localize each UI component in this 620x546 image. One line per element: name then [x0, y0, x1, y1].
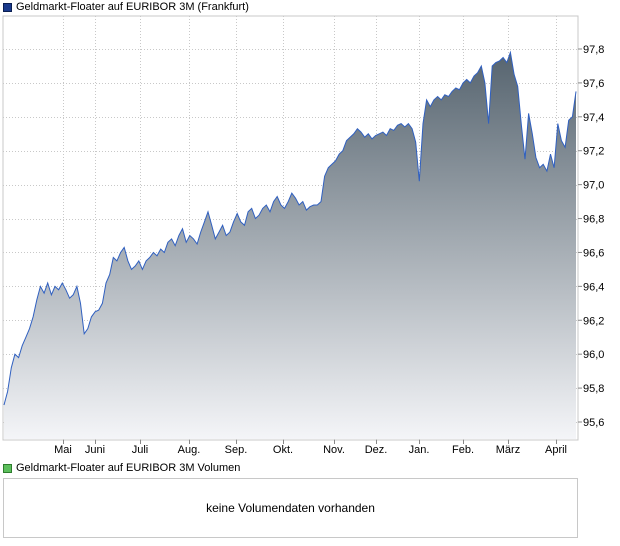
- y-tick-label: 96,6: [583, 247, 604, 259]
- y-tick-label: 95,8: [583, 383, 604, 395]
- volume-panel: keine Volumendaten vorhanden: [3, 478, 578, 538]
- price-chart: 95,6 95,8 96,0 96,2 96,4 96,6 96,8 97,0 97,2 97,4…: [2, 15, 604, 456]
- y-tick-label: 96,8: [583, 214, 604, 226]
- x-tick-label: Jan.: [409, 444, 430, 456]
- x-tick-label: Dez.: [365, 444, 388, 456]
- volume-legend: Geldmarkt-Floater auf EURIBOR 3M Volumen: [3, 461, 240, 475]
- y-tick-label: 96,4: [583, 281, 604, 293]
- x-tick-label: Juli: [132, 444, 149, 456]
- y-tick-label: 95,6: [583, 417, 604, 429]
- price-legend: Geldmarkt-Floater auf EURIBOR 3M (Frankf…: [3, 0, 249, 14]
- y-tick-label: 96,0: [583, 349, 604, 361]
- y-tick-label: 97,6: [583, 78, 604, 90]
- volume-legend-swatch: [3, 463, 12, 473]
- y-tick-label: 97,0: [583, 180, 604, 192]
- volume-legend-label: Geldmarkt-Floater auf EURIBOR 3M Volumen: [16, 462, 241, 474]
- x-tick-label: Nov.: [323, 444, 345, 456]
- price-legend-swatch: [3, 2, 12, 12]
- price-area: [4, 52, 576, 440]
- volume-empty-message: keine Volumendaten vorhanden: [206, 501, 375, 515]
- price-legend-label: Geldmarkt-Floater auf EURIBOR 3M (Frankf…: [16, 1, 249, 13]
- x-tick-label: Mai: [54, 444, 72, 456]
- y-axis-ticks: 95,6 95,8 96,0 96,2 96,4 96,6 96,8 97,0 97,2 97,4…: [578, 44, 604, 429]
- y-tick-label: 97,4: [583, 112, 604, 124]
- x-tick-label: Okt.: [273, 444, 293, 456]
- price-line: [3, 50, 577, 406]
- x-tick-label: Feb.: [452, 444, 474, 456]
- x-tick-label: Sep.: [225, 444, 248, 456]
- x-tick-label: Aug.: [178, 444, 201, 456]
- x-tick-label: April: [545, 444, 567, 456]
- y-tick-label: 97,8: [583, 44, 604, 56]
- y-tick-label: 96,2: [583, 315, 604, 327]
- x-tick-label: Juni: [85, 444, 105, 456]
- x-tick-label: März: [496, 444, 520, 456]
- y-tick-label: 97,2: [583, 146, 604, 158]
- x-axis-ticks: Mai Juni Juli Aug. Sep. Okt. Nov. Dez. Jan. Feb. M…: [54, 440, 567, 456]
